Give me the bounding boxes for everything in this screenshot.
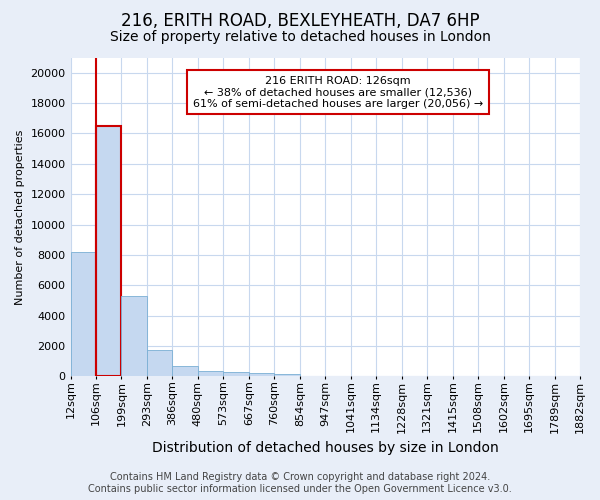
Bar — [96, 126, 121, 376]
Bar — [121, 296, 147, 376]
Bar — [172, 366, 198, 376]
Bar — [249, 374, 274, 376]
Bar — [223, 372, 249, 376]
Bar — [274, 374, 300, 376]
Bar — [147, 350, 172, 376]
Bar — [198, 371, 223, 376]
Text: Size of property relative to detached houses in London: Size of property relative to detached ho… — [110, 30, 490, 44]
Text: 216 ERITH ROAD: 126sqm
← 38% of detached houses are smaller (12,536)
61% of semi: 216 ERITH ROAD: 126sqm ← 38% of detached… — [193, 76, 483, 109]
X-axis label: Distribution of detached houses by size in London: Distribution of detached houses by size … — [152, 441, 499, 455]
Text: 216, ERITH ROAD, BEXLEYHEATH, DA7 6HP: 216, ERITH ROAD, BEXLEYHEATH, DA7 6HP — [121, 12, 479, 30]
Y-axis label: Number of detached properties: Number of detached properties — [15, 129, 25, 304]
Text: Contains HM Land Registry data © Crown copyright and database right 2024.
Contai: Contains HM Land Registry data © Crown c… — [88, 472, 512, 494]
Bar — [71, 252, 96, 376]
